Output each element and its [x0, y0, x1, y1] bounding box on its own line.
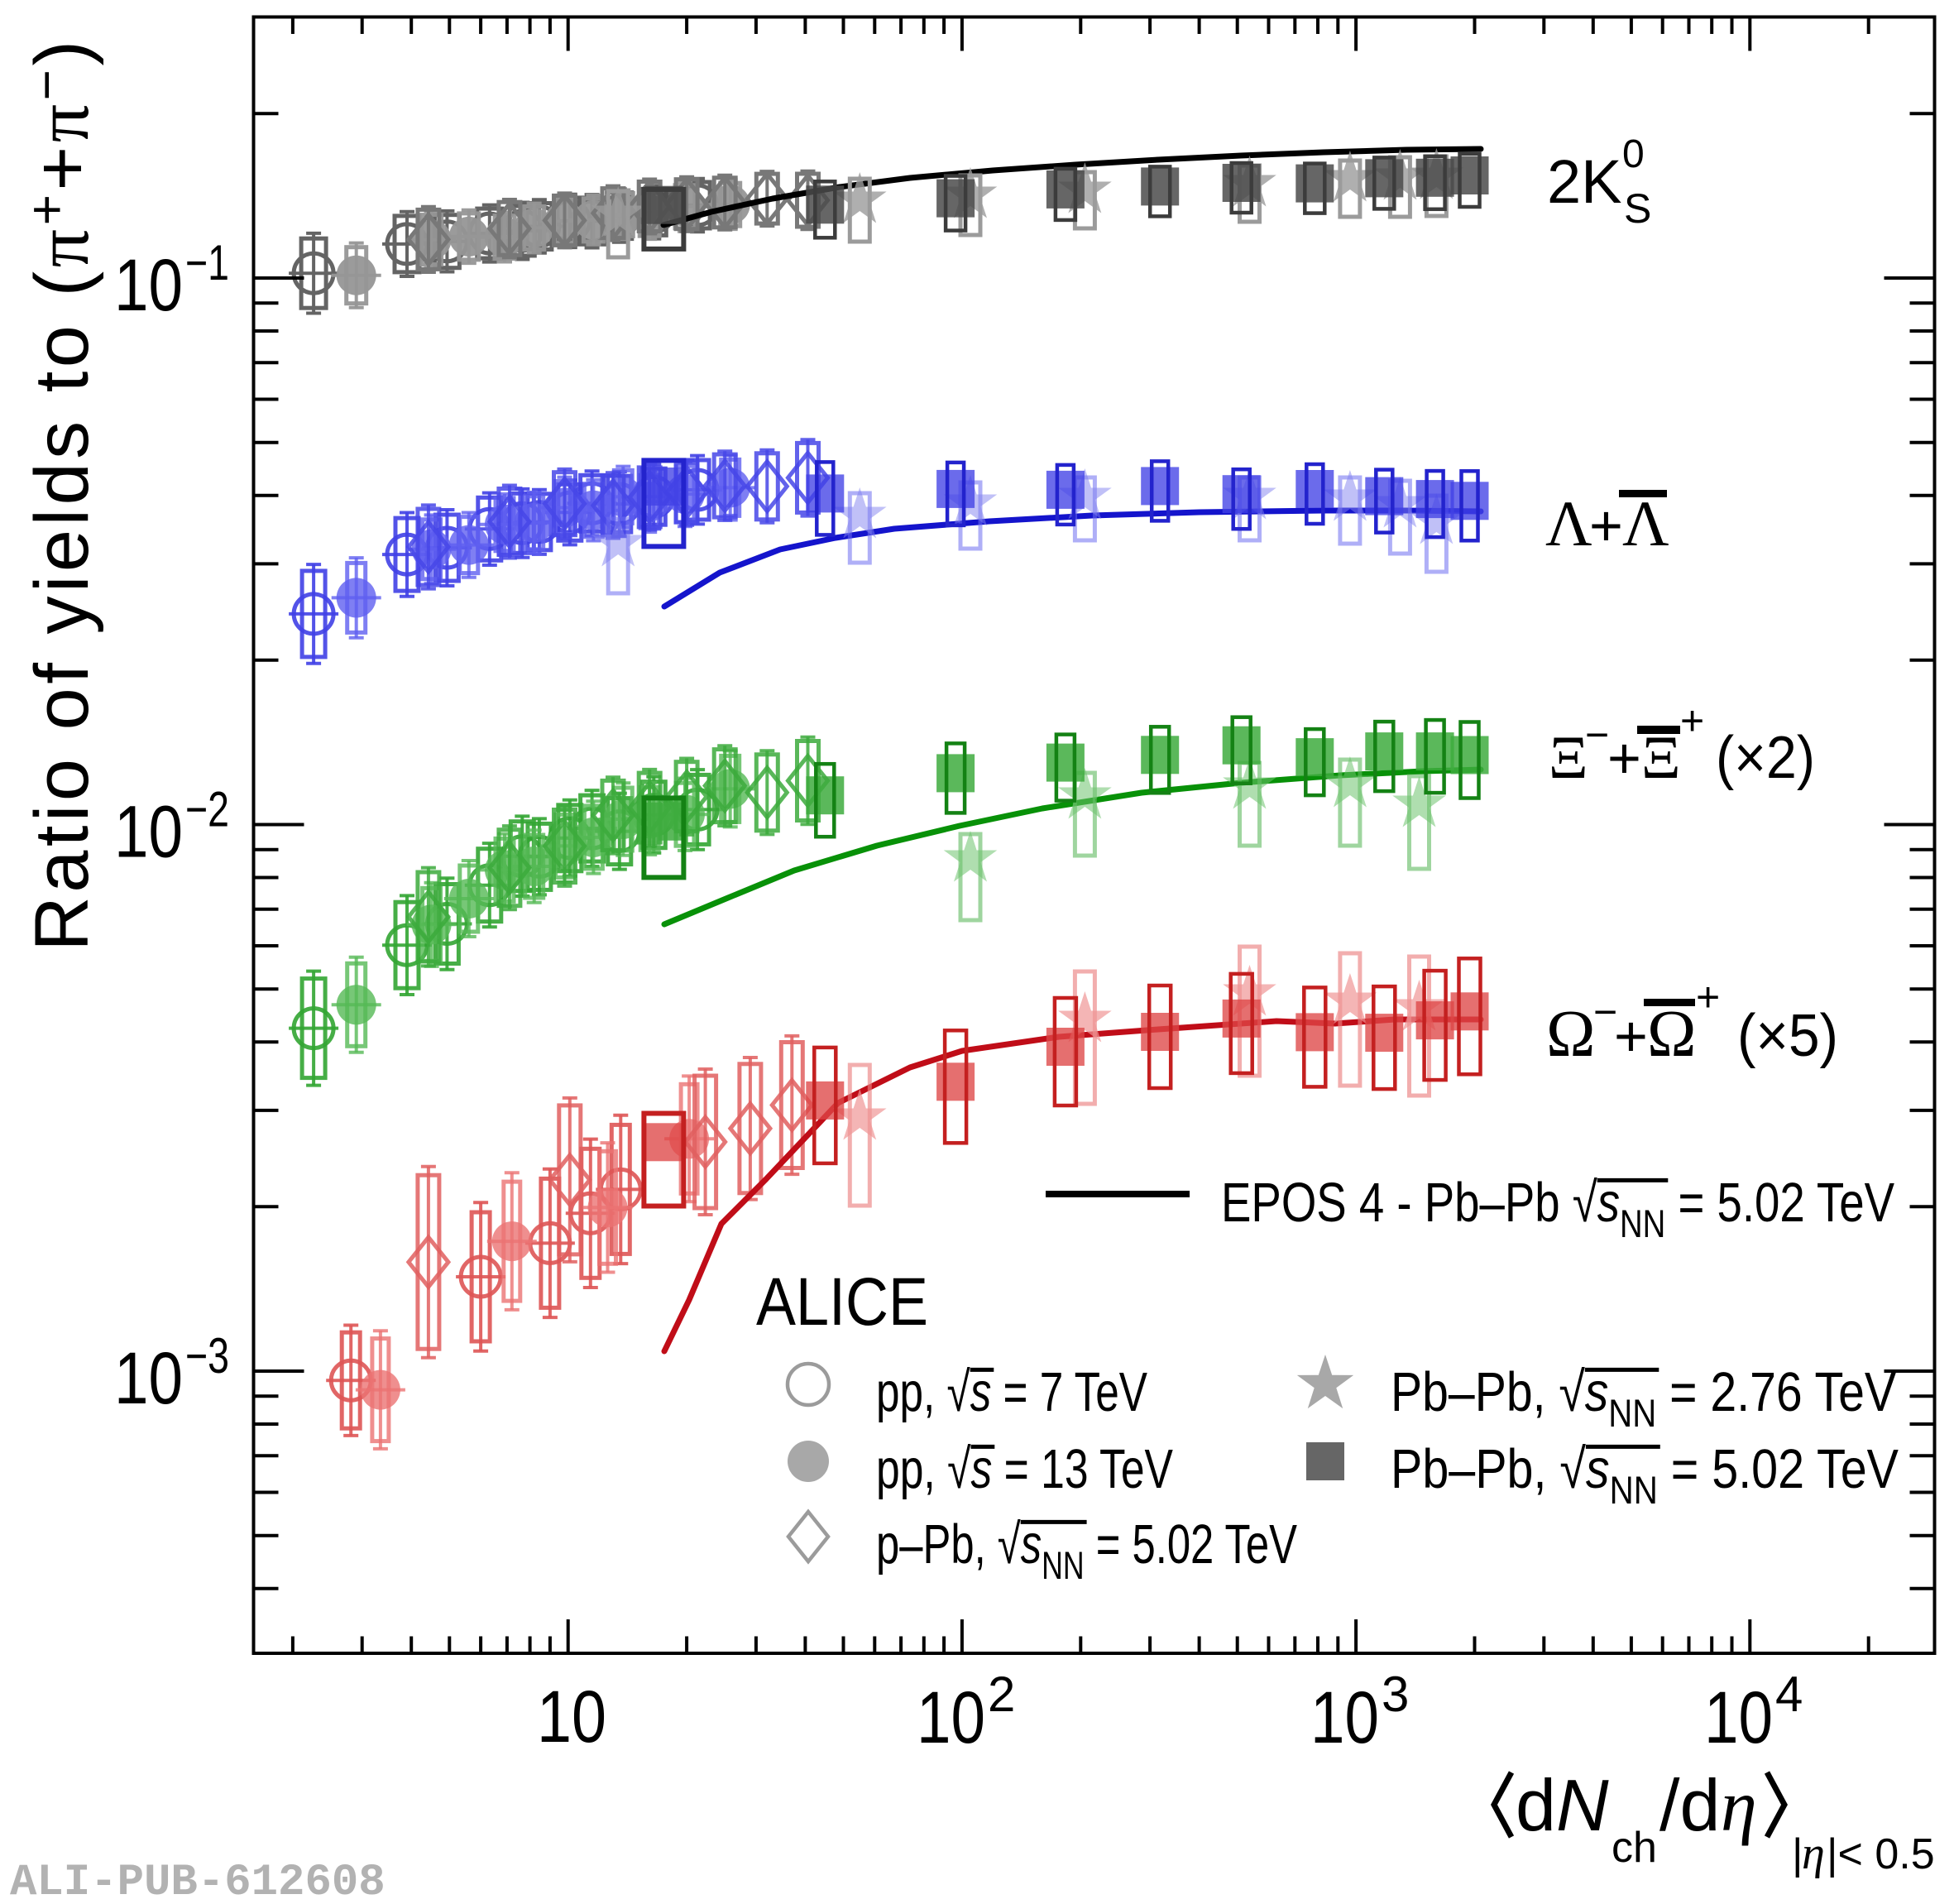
svg-text:Pb–Pb,: Pb–Pb,	[1391, 1361, 1559, 1423]
svg-text:NN: NN	[1620, 1201, 1665, 1245]
svg-text:pp,: pp,	[876, 1438, 947, 1500]
svg-text:−: −	[1593, 989, 1617, 1035]
svg-text:= 7 TeV: = 7 TeV	[991, 1361, 1147, 1423]
svg-text:(×5): (×5)	[1737, 1003, 1838, 1069]
svg-text:√: √	[1559, 1361, 1585, 1423]
svg-text:√: √	[1573, 1172, 1597, 1234]
svg-text:= 5.02 TeV: = 5.02 TeV	[1665, 1172, 1894, 1234]
svg-text:ch: ch	[1612, 1824, 1657, 1872]
svg-text:EPOS 4 - Pb–Pb: EPOS 4 - Pb–Pb	[1221, 1172, 1573, 1234]
svg-text:= 5.02 TeV: = 5.02 TeV	[1085, 1513, 1298, 1575]
svg-text:−3: −3	[185, 1328, 229, 1384]
svg-text:+: +	[1696, 974, 1720, 1020]
svg-text:= 5.02 TeV: = 5.02 TeV	[1658, 1438, 1899, 1500]
svg-text:= 13 TeV: = 13 TeV	[992, 1438, 1173, 1500]
svg-text:ALI-PUB-612608: ALI-PUB-612608	[10, 1858, 386, 1900]
svg-text:√: √	[998, 1513, 1021, 1575]
svg-text:2K: 2K	[1547, 147, 1622, 216]
svg-text:pp,: pp,	[876, 1361, 947, 1423]
svg-text:√: √	[947, 1438, 970, 1500]
svg-text:Ω: Ω	[1647, 998, 1696, 1071]
svg-text:N: N	[1556, 1764, 1609, 1846]
svg-text:Ω: Ω	[1546, 998, 1595, 1071]
svg-text:√: √	[947, 1361, 970, 1423]
svg-text:10: 10	[114, 1336, 183, 1419]
svg-text:Ratio of yields to (π++π−): Ratio of yields to (π++π−)	[17, 36, 104, 951]
svg-text:η: η	[1721, 1767, 1757, 1847]
svg-text:η: η	[1802, 1828, 1825, 1879]
svg-text:NN: NN	[1608, 1391, 1656, 1435]
svg-text:2: 2	[988, 1667, 1015, 1722]
svg-text:10: 10	[917, 1676, 985, 1758]
svg-text:|< 0.5: |< 0.5	[1827, 1830, 1935, 1878]
svg-text:ALICE: ALICE	[756, 1264, 928, 1340]
svg-text:+: +	[1589, 493, 1623, 558]
svg-text:= 2.76 TeV: = 2.76 TeV	[1656, 1361, 1896, 1423]
svg-text:0: 0	[1622, 132, 1645, 176]
svg-text:−: −	[1585, 712, 1609, 758]
svg-text:p–Pb,: p–Pb,	[876, 1513, 998, 1575]
svg-text:d: d	[1516, 1764, 1556, 1846]
svg-text:4: 4	[1775, 1667, 1803, 1722]
svg-text:10: 10	[1704, 1676, 1773, 1758]
svg-text:Ξ: Ξ	[1641, 724, 1681, 792]
svg-text:(×2): (×2)	[1716, 725, 1815, 791]
svg-text:10: 10	[114, 243, 183, 326]
svg-text:+: +	[1614, 1004, 1648, 1068]
svg-text:NN: NN	[1042, 1543, 1085, 1587]
svg-text:+: +	[1607, 726, 1641, 790]
svg-text:S: S	[1624, 185, 1651, 232]
svg-text:−1: −1	[185, 235, 229, 290]
svg-text:/d: /d	[1659, 1764, 1720, 1846]
svg-text:−2: −2	[185, 782, 229, 837]
svg-text:Ξ: Ξ	[1549, 724, 1588, 792]
svg-text:Pb–Pb,: Pb–Pb,	[1391, 1438, 1559, 1500]
svg-text:NN: NN	[1610, 1468, 1658, 1512]
svg-text:10: 10	[537, 1675, 606, 1758]
svg-text:|: |	[1792, 1830, 1803, 1878]
svg-text:Λ: Λ	[1545, 487, 1592, 559]
svg-text:3: 3	[1382, 1667, 1409, 1722]
svg-text:10: 10	[1310, 1676, 1379, 1758]
svg-text:10: 10	[114, 790, 183, 873]
svg-text:√: √	[1559, 1438, 1586, 1500]
svg-text:Λ: Λ	[1622, 487, 1669, 559]
svg-text:+: +	[1680, 698, 1704, 744]
